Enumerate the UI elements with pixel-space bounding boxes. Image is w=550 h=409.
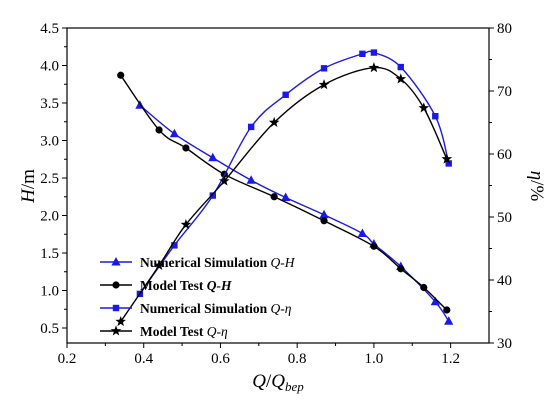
legend-marker <box>112 304 120 312</box>
series-line <box>120 74 448 311</box>
data-point <box>397 63 404 71</box>
y-right-tick-label: 70 <box>497 84 512 100</box>
x-tick-label: 1.2 <box>441 351 460 367</box>
y-left-tick-label: 0.5 <box>40 321 59 337</box>
x-tick-label: 0.6 <box>211 351 230 367</box>
legend-marker <box>112 281 120 289</box>
legend-label: Model Test Q-H <box>140 278 232 293</box>
x-tick-label: 0.4 <box>134 351 153 367</box>
data-point <box>320 65 328 72</box>
data-point <box>397 265 405 273</box>
data-point <box>246 175 256 184</box>
data-point <box>171 242 178 249</box>
data-point <box>182 144 190 152</box>
data-point <box>208 152 218 162</box>
data-point <box>117 71 125 79</box>
data-point <box>270 193 278 201</box>
legend: Numerical Simulation Q-H Model Test Q-H Nu… <box>100 255 296 339</box>
plot-frame <box>66 27 490 344</box>
data-point <box>247 123 255 131</box>
data-point <box>115 315 127 327</box>
data-point <box>218 175 230 186</box>
legend-item: Numerical Simulation Q-η <box>100 301 292 316</box>
y-left-tick-label: 3.0 <box>40 134 59 150</box>
series-layer <box>115 49 454 327</box>
data-point <box>441 153 453 164</box>
legend-item: Model Test Q-H <box>100 278 232 293</box>
y-right-tick-label: 80 <box>497 21 512 37</box>
y-left-tick-label: 4.0 <box>40 59 59 75</box>
data-point <box>169 128 180 138</box>
y-right-axis-title: η/% <box>526 171 547 202</box>
data-point <box>395 73 407 84</box>
y-right-tick-label: 50 <box>497 210 512 226</box>
data-point <box>282 91 289 98</box>
data-point <box>444 316 454 325</box>
ticks-layer: 0.2 0.4 0.6 0.8 1.0 1.2 0.5 1.0 1.5 2.0 2.5 3.0 3.5 4… <box>40 21 512 367</box>
y-left-tick-label: 4.5 <box>40 21 59 37</box>
y-left-tick-label: 3.5 <box>40 96 59 112</box>
legend-item: Numerical Simulation Q-H <box>100 255 296 270</box>
data-point <box>180 218 192 230</box>
y-left-tick-label: 2.0 <box>40 209 59 225</box>
data-point <box>155 126 163 134</box>
series-4 <box>115 62 453 327</box>
y-left-tick-label: 2.5 <box>40 171 59 187</box>
series-line <box>120 66 448 322</box>
data-point <box>209 192 216 199</box>
y-left-tick-label: 1.0 <box>40 284 59 300</box>
data-point <box>281 192 291 201</box>
data-point <box>370 49 378 56</box>
data-point <box>432 113 439 120</box>
data-point <box>319 209 329 219</box>
y-left-tick-label: 1.5 <box>40 246 59 262</box>
data-point <box>359 50 366 58</box>
data-point <box>418 102 430 113</box>
legend-label: Numerical Simulation Q-H <box>140 255 296 270</box>
data-point <box>268 116 280 128</box>
data-point <box>443 306 451 314</box>
legend-label: Model Test Q-η <box>140 324 228 339</box>
series-2 <box>117 71 451 314</box>
x-tick-label: 0.2 <box>58 351 77 367</box>
legend-item: Model Test Q-η <box>100 324 228 339</box>
legend-marker <box>110 325 122 336</box>
y-left-axis-title: H/m <box>18 169 39 204</box>
data-point <box>153 259 165 271</box>
x-tick-label: 1.0 <box>365 351 384 367</box>
data-point <box>368 62 380 73</box>
data-point <box>357 228 367 237</box>
legend-label: Numerical Simulation Q-η <box>140 301 292 316</box>
data-point <box>318 79 330 90</box>
x-tick-label: 0.8 <box>288 351 307 367</box>
legend-marker <box>111 257 121 266</box>
data-point <box>430 296 440 306</box>
data-point <box>420 283 428 292</box>
data-point <box>320 217 328 225</box>
data-point <box>445 160 452 167</box>
y-right-tick-label: 60 <box>497 147 512 163</box>
data-point <box>370 242 378 250</box>
x-axis-title: Q/Qbep <box>252 371 304 394</box>
y-right-tick-label: 30 <box>497 336 512 352</box>
y-right-tick-label: 40 <box>497 273 512 289</box>
